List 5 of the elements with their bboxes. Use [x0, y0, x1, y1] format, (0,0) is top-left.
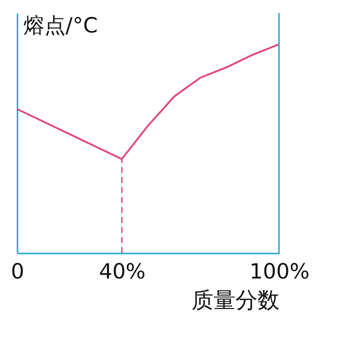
x-tick-label: 40%: [98, 260, 146, 284]
y-axis-title: 熔点/°C: [24, 14, 98, 38]
x-tick-label: 100%: [249, 260, 310, 284]
x-tick-label: 0: [10, 260, 24, 284]
x-axis-title: 质量分数: [192, 288, 280, 314]
